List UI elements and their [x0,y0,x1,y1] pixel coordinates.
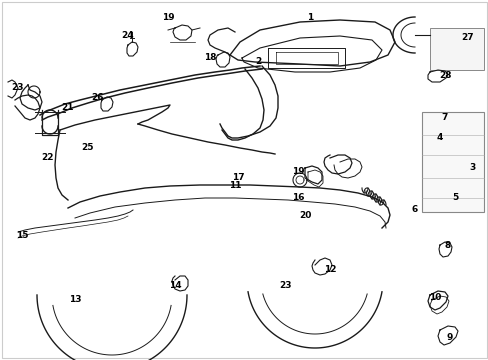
Text: 3: 3 [468,163,474,172]
Text: 12: 12 [323,266,336,274]
Text: 11: 11 [228,180,241,189]
Text: 16: 16 [291,194,304,202]
Text: 23: 23 [278,280,291,289]
Text: 19: 19 [162,13,174,22]
Text: 18: 18 [203,54,216,63]
Text: 4: 4 [436,134,442,143]
Text: 20: 20 [298,211,310,220]
Text: 27: 27 [461,33,473,42]
Text: 13: 13 [69,296,81,305]
Text: 14: 14 [168,280,181,289]
Bar [421,112,483,212]
Text: 26: 26 [92,94,104,103]
Text: 2: 2 [254,58,261,67]
Text: 1: 1 [306,13,312,22]
Text: 23: 23 [12,84,24,93]
Text: 6: 6 [411,206,417,215]
Bar [429,28,483,70]
Text: 24: 24 [122,31,134,40]
Text: 22: 22 [41,153,54,162]
Text: 10: 10 [428,293,440,302]
Text: 25: 25 [81,144,94,153]
Text: 5: 5 [451,194,457,202]
Text: 7: 7 [441,113,447,122]
Text: 21: 21 [61,104,74,112]
Text: 15: 15 [16,230,28,239]
Text: 9: 9 [446,333,452,342]
Text: 28: 28 [438,71,450,80]
Text: 17: 17 [231,174,244,183]
Text: 19: 19 [291,167,304,176]
Text: 8: 8 [444,240,450,249]
